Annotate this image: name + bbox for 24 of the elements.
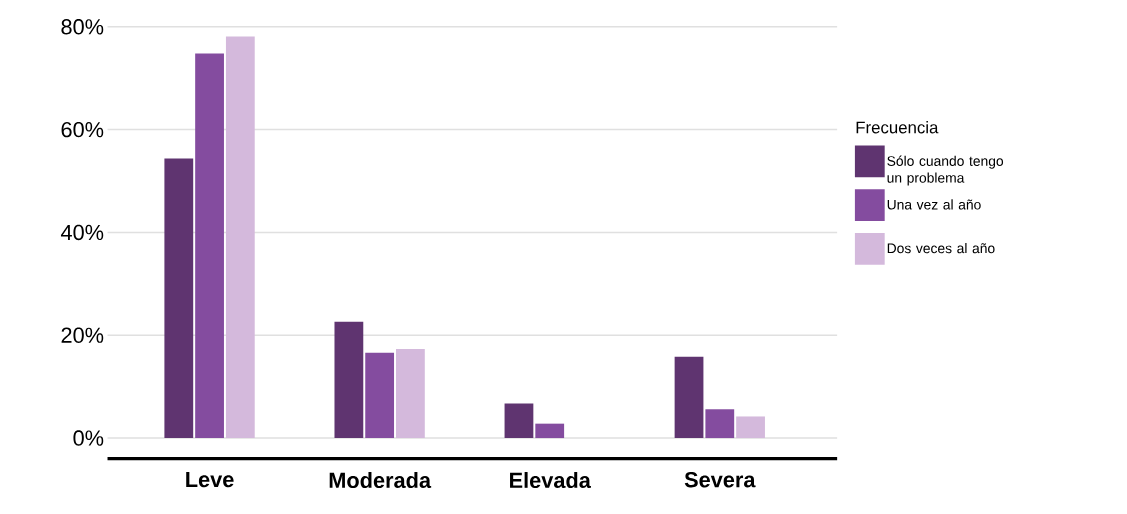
x-tick-label: Elevada <box>510 471 591 488</box>
y-tick-label: 20% <box>61 327 104 343</box>
bar <box>535 423 565 438</box>
bar <box>674 356 704 438</box>
bar <box>365 352 395 438</box>
y-tick-label: 0% <box>73 430 104 446</box>
bar <box>195 53 224 438</box>
bar <box>504 403 534 438</box>
legend-label: Sólo cuando tengo un problema <box>887 155 1004 186</box>
legend-title: Frecuencia <box>856 120 939 134</box>
legend-label: Dos veces al año <box>887 242 995 254</box>
bar <box>164 158 194 438</box>
bar <box>334 321 364 438</box>
y-tick-label: 80% <box>61 19 104 35</box>
bar <box>705 409 735 438</box>
bar <box>225 36 255 438</box>
x-tick-label: Moderada <box>329 471 432 488</box>
bar <box>396 349 425 438</box>
y-tick-label: 40% <box>60 224 104 241</box>
bar <box>736 416 765 438</box>
x-tick-label: Severa <box>684 471 756 488</box>
legend-label: Una vez al año <box>887 199 981 210</box>
y-tick-label: 60% <box>61 121 104 138</box>
x-tick-label: Leve <box>186 471 234 488</box>
